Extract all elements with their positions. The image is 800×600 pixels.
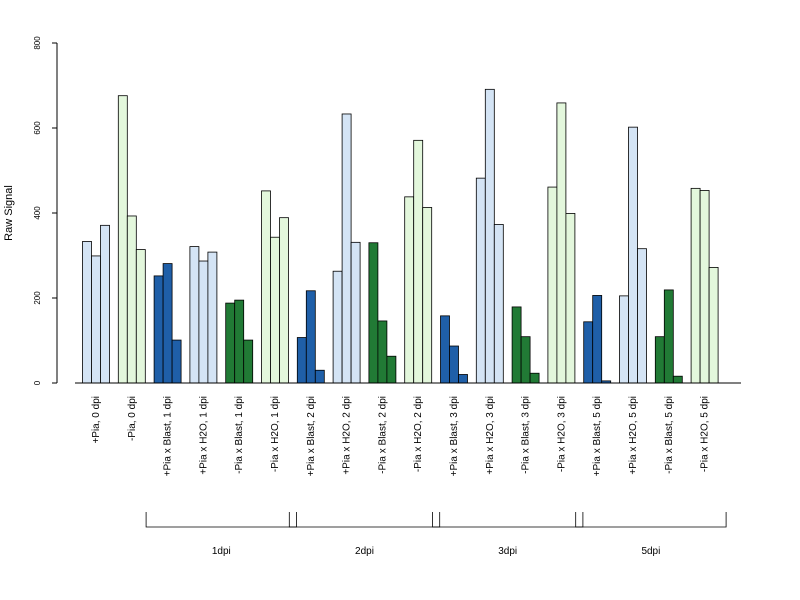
bar (332, 270, 343, 384)
bar (708, 266, 719, 384)
group-bracket (575, 512, 727, 528)
x-tick-label: +Pia x H2O, 3 dpi (485, 396, 496, 475)
bar (207, 251, 218, 384)
bar (422, 207, 433, 384)
bar (261, 190, 271, 384)
bar (368, 242, 379, 384)
x-tick-label: +Pia x H2O, 2 dpi (342, 396, 353, 475)
bars (82, 88, 719, 384)
bar (225, 302, 236, 384)
bar (377, 320, 388, 384)
x-tick-label: +Pia, 0 dpi (91, 396, 102, 444)
y-axis: 0 200 400 600 800 (33, 36, 58, 385)
bar (279, 217, 289, 384)
x-tick-label: +Pia x Blast, 1 dpi (163, 396, 174, 476)
x-tick-label: -Pia x H2O, 3 dpi (556, 396, 567, 472)
bar (583, 321, 594, 384)
y-axis-label: Raw Signal (3, 185, 15, 241)
y-tick-label: 200 (33, 291, 42, 305)
bar (699, 190, 710, 384)
x-tick-label: -Pia x H2O, 5 dpi (700, 396, 711, 472)
x-tick-label: -Pia x Blast, 1 dpi (234, 396, 245, 474)
x-tick-label: +Pia x Blast, 5 dpi (592, 396, 603, 476)
bar (82, 241, 92, 384)
bar (162, 263, 173, 384)
y-tick-label: 0 (33, 380, 42, 385)
bar (654, 336, 665, 384)
bar (314, 369, 325, 384)
bar (637, 248, 647, 384)
x-tick-label: -Pia x Blast, 2 dpi (377, 396, 388, 474)
bar (404, 196, 415, 384)
bar (305, 290, 316, 384)
x-tick-labels: +Pia, 0 dpi -Pia, 0 dpi +Pia x Blast, 1 dp… (91, 396, 711, 476)
group-bracket-label: 3dpi (498, 546, 517, 557)
group-bracket-label: 1dpi (212, 546, 231, 557)
bar (619, 295, 629, 384)
x-tick-label: -Pia x Blast, 3 dpi (521, 396, 532, 474)
bar (198, 260, 209, 384)
group-brackets: 1dpi 2dpi 3dpi 5dpi (145, 512, 727, 557)
bar (672, 375, 683, 384)
bar (126, 215, 137, 384)
y-tick-label: 800 (33, 36, 42, 50)
bar (484, 88, 495, 384)
bar (458, 374, 468, 384)
group-bracket-label: 5dpi (641, 546, 660, 557)
bar (341, 113, 352, 384)
x-tick-label: -Pia, 0 dpi (127, 396, 138, 441)
bar (270, 236, 280, 384)
bar (386, 355, 397, 384)
y-tick-label: 400 (33, 206, 42, 220)
bar (135, 249, 146, 384)
bar (440, 315, 450, 384)
bar (91, 255, 101, 384)
x-tick-label: -Pia x Blast, 5 dpi (664, 396, 675, 474)
x-tick-label: -Pia x H2O, 2 dpi (413, 396, 424, 472)
bar (117, 95, 128, 384)
bar (296, 337, 307, 384)
bar (556, 102, 567, 384)
bar (690, 187, 701, 384)
group-bracket (288, 512, 441, 528)
bar (529, 372, 540, 384)
x-tick-label: +Pia x Blast, 3 dpi (449, 396, 460, 476)
bar (171, 339, 182, 384)
x-tick-label: -Pia x H2O, 1 dpi (270, 396, 281, 472)
x-tick-label: +Pia x H2O, 1 dpi (198, 396, 209, 475)
x-tick-label: +Pia x H2O, 5 dpi (628, 396, 639, 475)
bar (663, 289, 674, 384)
group-bracket (145, 512, 297, 528)
bar (413, 139, 424, 384)
bar (234, 299, 245, 384)
bar (592, 295, 603, 384)
bar (350, 241, 361, 384)
bar (493, 224, 504, 384)
bar (449, 345, 459, 384)
bar (243, 339, 254, 384)
bar (189, 246, 200, 384)
y-tick-label: 600 (33, 121, 42, 135)
bar (565, 213, 576, 384)
bar (628, 126, 638, 384)
bar (511, 306, 522, 384)
bar (475, 177, 486, 384)
bar (153, 275, 164, 384)
bar (520, 336, 531, 384)
bar (547, 186, 558, 384)
bar (100, 224, 110, 384)
x-tick-label: +Pia x Blast, 2 dpi (306, 396, 317, 476)
group-bracket (432, 512, 584, 528)
group-bracket-label: 2dpi (355, 546, 374, 557)
